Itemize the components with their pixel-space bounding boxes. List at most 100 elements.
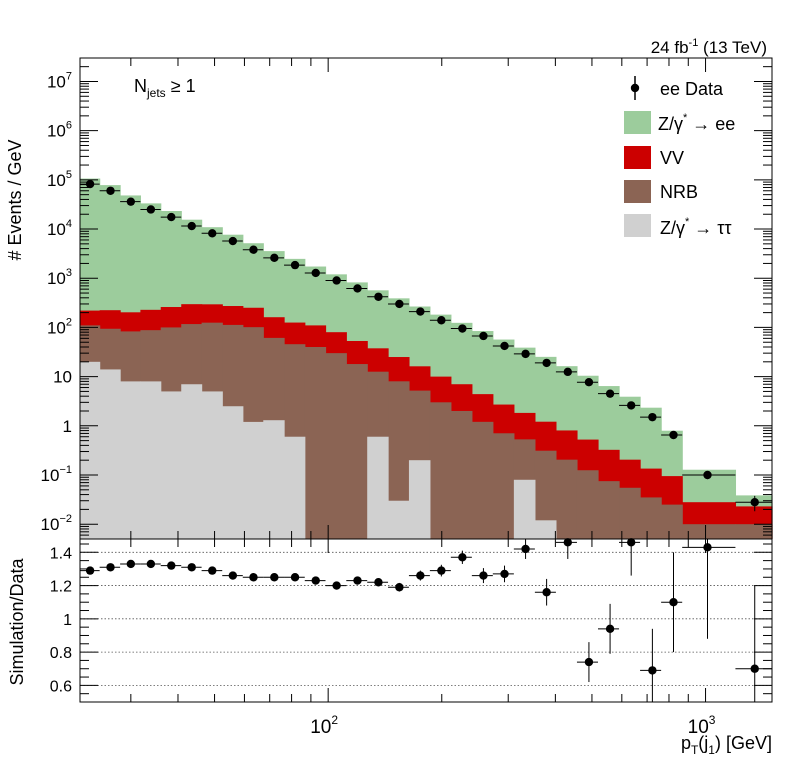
ratio-point bbox=[126, 559, 136, 569]
ratio-y-axis-label: Simulation/Data bbox=[7, 557, 27, 685]
ratio-point bbox=[648, 666, 657, 675]
y-axis-label: # Events / GeV bbox=[5, 139, 25, 260]
svg-text:Z/γ* → ee: Z/γ* → ee bbox=[658, 112, 735, 134]
bar-nrb-27 bbox=[640, 497, 662, 539]
legend-entry-zee: Z/γ* → ee bbox=[624, 111, 735, 134]
bar-nrb-18 bbox=[450, 410, 473, 539]
data-point bbox=[146, 205, 156, 214]
bar-nrb-22 bbox=[534, 450, 557, 539]
data-point bbox=[669, 430, 678, 440]
x-tick-labels: 102 103 bbox=[310, 713, 716, 738]
data-point bbox=[228, 236, 238, 246]
bar-z-9 bbox=[263, 420, 285, 539]
bar-z-14 bbox=[367, 436, 389, 539]
y-tick-label: 104 bbox=[47, 218, 72, 239]
bar-z-3 bbox=[140, 381, 162, 539]
ratio-point bbox=[750, 664, 759, 673]
ratio-point bbox=[270, 573, 279, 582]
bar-z-16 bbox=[408, 460, 431, 539]
legend-entry-vv: VV bbox=[624, 146, 684, 169]
ratio-tick-label: 1 bbox=[63, 612, 72, 629]
data-point bbox=[584, 378, 594, 387]
ratio-point bbox=[208, 566, 217, 575]
ratio-point bbox=[395, 583, 404, 592]
data-point bbox=[126, 197, 136, 206]
data-point bbox=[270, 253, 279, 263]
ratio-plot: 0.6 0.8 1 1.2 1.4 102 103 Simulation/Data pT(… bbox=[7, 538, 773, 757]
data-point bbox=[332, 276, 341, 285]
ratio-point bbox=[374, 578, 383, 587]
data-point bbox=[703, 470, 712, 480]
svg-text:Z/γ* → ττ: Z/γ* → ττ bbox=[660, 216, 732, 238]
x-tick-label: 102 bbox=[310, 713, 338, 738]
y-tick-label: 105 bbox=[47, 169, 72, 190]
bar-z-15 bbox=[388, 500, 410, 539]
ratio-point bbox=[703, 543, 712, 552]
ratio-point bbox=[228, 571, 238, 580]
data-point bbox=[437, 316, 446, 325]
legend-entry-ztautau: Z/γ* → ττ bbox=[624, 214, 732, 238]
ratio-point bbox=[605, 624, 615, 634]
data-point bbox=[249, 245, 258, 254]
bar-z-22 bbox=[534, 520, 557, 539]
ratio-point bbox=[563, 538, 572, 547]
ratio-point bbox=[584, 657, 594, 667]
bar-nrb-25 bbox=[597, 481, 620, 539]
ratio-tick-labels: 0.6 0.8 1 1.2 1.4 bbox=[50, 545, 72, 695]
legend-entry-data: ee Data bbox=[630, 76, 724, 100]
svg-text:VV: VV bbox=[660, 148, 684, 168]
data-point bbox=[374, 292, 383, 301]
bar-z-2 bbox=[120, 381, 141, 539]
svg-text:NRB: NRB bbox=[660, 182, 698, 202]
bar-nrb-11 bbox=[304, 347, 327, 539]
data-points bbox=[80, 179, 772, 512]
data-point bbox=[187, 221, 196, 231]
data-point bbox=[353, 284, 362, 293]
ratio-points bbox=[80, 538, 772, 702]
bar-nrb-26 bbox=[619, 487, 641, 539]
legend: ee Data Z/γ* → ee VV NRB Z/γ* → ττ bbox=[624, 76, 735, 238]
data-point bbox=[563, 367, 572, 377]
data-point bbox=[750, 497, 759, 507]
ratio-grid bbox=[80, 551, 772, 686]
data-point bbox=[521, 349, 530, 359]
bar-nrb-17 bbox=[429, 402, 452, 539]
data-point bbox=[208, 229, 217, 238]
ratio-point bbox=[353, 576, 362, 585]
bar-z-8 bbox=[242, 421, 264, 539]
legend-swatch-ztautau bbox=[624, 214, 651, 237]
ratio-point bbox=[416, 571, 425, 580]
ratio-tick-label: 1.4 bbox=[50, 545, 72, 562]
legend-swatch-nrb bbox=[624, 180, 651, 203]
ratio-point bbox=[332, 581, 341, 590]
ratio-tick-label: 0.6 bbox=[50, 678, 72, 695]
data-point bbox=[500, 341, 509, 351]
main-plot: 10−2 10−1 1 10 102 103 104 105 106 107 Njets ≥ 1 e… bbox=[5, 57, 773, 540]
data-point bbox=[85, 179, 95, 189]
stacked-histogram bbox=[80, 178, 773, 539]
ratio-point bbox=[626, 538, 636, 547]
ratio-point bbox=[500, 569, 509, 579]
bar-nrb-19 bbox=[471, 421, 494, 539]
y-tick-labels: 10−2 10−1 1 10 102 103 104 105 106 107 bbox=[41, 70, 72, 534]
data-point bbox=[167, 212, 176, 222]
ratio-point bbox=[106, 563, 115, 572]
bar-nrb-12 bbox=[325, 353, 347, 539]
y-tick-label: 10−1 bbox=[41, 464, 72, 485]
ratio-point bbox=[458, 553, 467, 562]
bar-z-4 bbox=[160, 391, 182, 539]
data-point bbox=[605, 389, 615, 398]
y-tick-label: 10−2 bbox=[41, 513, 72, 534]
legend-swatch-zee bbox=[624, 111, 651, 134]
bar-z-5 bbox=[181, 384, 203, 539]
y-tick-label: 102 bbox=[47, 316, 72, 337]
legend-entry-nrb: NRB bbox=[624, 180, 698, 203]
y-tick-label: 107 bbox=[47, 70, 72, 91]
x-tick-label: 103 bbox=[688, 713, 716, 738]
legend-swatch-vv bbox=[624, 146, 651, 169]
bar-z-0 bbox=[80, 361, 101, 539]
header-label: 24 fb-1 (13 TeV) bbox=[651, 37, 767, 57]
data-point bbox=[290, 260, 300, 270]
ratio-frame bbox=[79, 538, 773, 703]
ratio-point bbox=[290, 573, 300, 582]
